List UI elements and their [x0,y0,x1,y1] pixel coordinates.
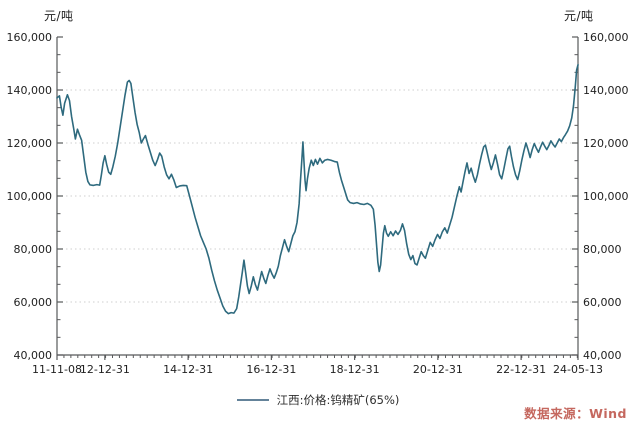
x-tick-label: 20-12-31 [413,363,463,376]
line-chart: 40,000 40,000 60,000 60,000 80,000 80,000 100,… [7,31,629,376]
x-tick-label: 24-05-13 [553,363,603,376]
price-series-line [56,64,579,315]
x-tick-label: 14-12-31 [163,363,213,376]
y-tick-label-right: 140,000 [583,84,629,97]
y-axis-unit-right: 元/吨 [564,9,594,23]
y-tick-label-left: 120,000 [7,137,53,150]
y-tick-label-left: 40,000 [14,349,53,362]
x-tick-label: 22-12-31 [496,363,546,376]
y-tick-label-right: 60,000 [583,296,622,309]
x-tick-label: 12-12-31 [80,363,130,376]
y-tick-label-left: 100,000 [7,190,53,203]
y-axis-ticks-labels: 40,000 40,000 60,000 60,000 80,000 80,000 100,… [7,31,629,362]
x-tick-label: 11-11-08 [32,363,82,376]
y-axis-unit-left: 元/吨 [44,9,74,23]
y-tick-label-left: 160,000 [7,31,53,44]
y-tick-label-right: 120,000 [583,137,629,150]
y-tick-label-right: 100,000 [583,190,629,203]
y-tick-label-left: 60,000 [14,296,53,309]
y-tick-label-right: 160,000 [583,31,629,44]
gridlines [57,89,578,303]
legend-label: 江西:价格:钨精矿(65%) [276,393,400,407]
y-tick-label-left: 80,000 [14,243,53,256]
x-tick-label: 18-12-31 [330,363,380,376]
axes [56,37,579,356]
y-tick-label-right: 80,000 [583,243,622,256]
y-tick-label-left: 140,000 [7,84,53,97]
legend: 江西:价格:钨精矿(65%) [0,392,636,408]
data-source-label: 数据来源：Wind [524,406,627,421]
x-tick-label: 16-12-31 [246,363,296,376]
y-tick-label-right: 40,000 [583,349,622,362]
legend-line-marker [236,399,269,401]
